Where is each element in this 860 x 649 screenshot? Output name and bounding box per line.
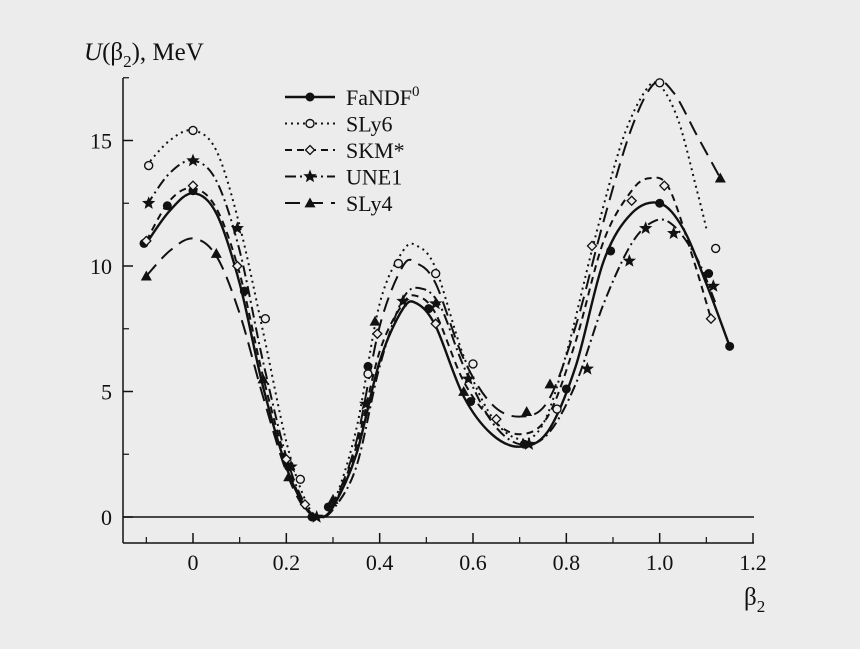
data-point xyxy=(654,78,665,88)
data-point xyxy=(424,304,434,314)
x-tick-label: 0.2 xyxy=(273,550,301,575)
legend-label: UNE1 xyxy=(346,165,402,190)
data-point xyxy=(323,502,333,512)
data-point xyxy=(704,269,714,279)
data-point xyxy=(310,510,324,523)
data-point xyxy=(458,386,470,396)
data-point xyxy=(393,258,404,269)
data-point xyxy=(461,371,475,385)
data-point xyxy=(363,361,373,371)
legend-marker xyxy=(304,197,316,208)
data-point xyxy=(283,471,295,482)
data-point xyxy=(162,201,172,211)
data-point xyxy=(639,221,653,234)
data-point xyxy=(257,373,269,384)
data-point xyxy=(561,384,571,394)
y-tick-label: 0 xyxy=(101,505,112,530)
data-point xyxy=(142,196,156,209)
data-point xyxy=(710,243,721,254)
data-point xyxy=(429,296,443,310)
data-point xyxy=(140,270,152,281)
x-tick-label: 0.8 xyxy=(553,550,581,575)
data-point xyxy=(626,195,638,207)
legend-label: SKM* xyxy=(346,138,405,163)
legend-label: SLy6 xyxy=(346,112,392,137)
data-point xyxy=(363,369,373,379)
data-point xyxy=(655,198,665,208)
data-point xyxy=(606,246,616,256)
legend-label: FaNDF0 xyxy=(346,84,420,110)
data-point xyxy=(143,160,154,171)
data-point xyxy=(188,125,198,136)
data-point xyxy=(140,235,152,247)
data-point xyxy=(327,493,339,504)
legend-marker xyxy=(305,92,315,102)
y-ticks: 0 5 10 15 xyxy=(90,77,133,530)
legend-marker xyxy=(303,169,317,183)
x-tick-label: 1.2 xyxy=(739,550,767,575)
data-point xyxy=(706,279,720,292)
data-point xyxy=(371,328,383,340)
data-point xyxy=(231,260,243,272)
legend-marker xyxy=(305,118,315,129)
data-point xyxy=(284,459,298,473)
data-point xyxy=(468,359,478,369)
data-point xyxy=(521,406,533,416)
series-line-sly4 xyxy=(145,79,722,519)
data-point xyxy=(725,341,735,351)
x-ticks: 0 0.2 0.4 0.6 0.8 1.0 1.2 xyxy=(145,533,767,575)
data-point xyxy=(396,294,410,307)
data-point xyxy=(430,268,441,279)
plot-frame xyxy=(122,78,754,544)
data-point xyxy=(260,314,271,324)
y-tick-label: 10 xyxy=(90,254,112,279)
data-point xyxy=(299,499,311,510)
data-point xyxy=(490,413,502,425)
x-tick-label: 0.6 xyxy=(459,550,487,575)
data-point xyxy=(239,286,249,296)
series-line-une1 xyxy=(145,159,717,519)
x-axis-title: β2 xyxy=(744,584,765,616)
legend-label: SLy4 xyxy=(346,191,392,216)
legend-marker xyxy=(304,144,316,156)
y-axis-title: U(β2), MeV xyxy=(84,39,204,71)
data-point xyxy=(714,172,726,183)
data-point xyxy=(186,153,200,167)
data-point xyxy=(187,180,199,192)
series-markers xyxy=(139,78,735,523)
data-point xyxy=(580,361,594,375)
x-tick-label: 0.4 xyxy=(366,550,394,575)
data-point xyxy=(586,240,598,252)
data-point xyxy=(552,404,562,414)
x-tick-label: 1.0 xyxy=(646,550,674,575)
data-point xyxy=(359,397,373,410)
y-tick-label: 5 xyxy=(101,380,112,405)
data-point xyxy=(667,226,681,239)
data-point xyxy=(280,453,292,465)
y-tick-label: 15 xyxy=(90,129,112,154)
data-point xyxy=(210,247,222,258)
data-point xyxy=(295,474,306,485)
series-line-fandf0 xyxy=(145,192,731,519)
data-point xyxy=(658,180,670,192)
data-point xyxy=(705,313,717,325)
data-point xyxy=(522,437,536,450)
x-tick-label: 0 xyxy=(188,550,199,575)
data-point xyxy=(622,254,636,267)
data-point xyxy=(544,378,556,389)
data-point xyxy=(466,397,476,407)
data-point xyxy=(369,315,381,326)
data-point xyxy=(230,221,244,234)
data-point xyxy=(430,318,442,330)
